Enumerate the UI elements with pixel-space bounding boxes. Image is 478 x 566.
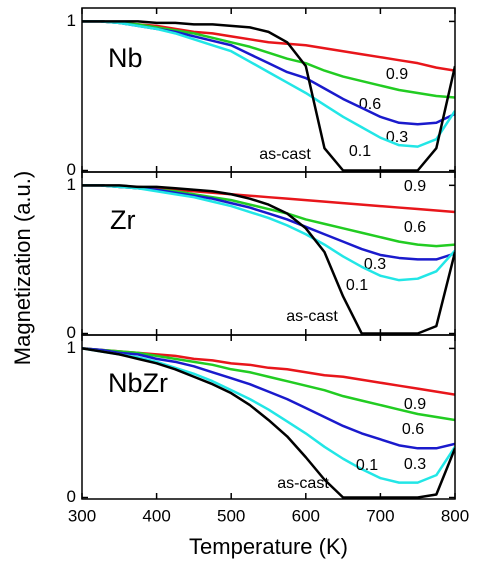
series-label: 0.1 xyxy=(346,277,368,294)
series-line xyxy=(82,184,455,335)
series-label: 0.9 xyxy=(404,178,426,195)
series-label: as-cast xyxy=(277,475,329,492)
panel-label: Zr xyxy=(110,205,135,235)
series-label: as-cast xyxy=(286,308,338,325)
panel-label: NbZr xyxy=(108,368,168,398)
x-tick-label: 300 xyxy=(68,506,96,525)
series-label: 0.1 xyxy=(356,457,378,474)
series-line xyxy=(82,20,455,172)
series-line xyxy=(82,347,455,450)
series-label: 0.3 xyxy=(404,456,426,473)
series-label: 0.9 xyxy=(386,66,408,83)
y-axis-label: Magnetization (a.u.) xyxy=(10,171,35,365)
series-label: as-cast xyxy=(259,146,311,163)
y-tick-label: 0 xyxy=(67,487,76,506)
series-line xyxy=(82,20,455,148)
series-label: 0.3 xyxy=(364,256,386,273)
y-tick-label: 0 xyxy=(67,160,76,179)
y-tick-label: 1 xyxy=(67,11,76,30)
y-tick-label: 1 xyxy=(67,175,76,194)
series-label: 0.6 xyxy=(402,421,424,438)
plot-frame xyxy=(81,334,456,500)
y-tick-label: 1 xyxy=(67,338,76,357)
x-axis-label: Temperature (K) xyxy=(189,534,348,559)
series-label: 0.6 xyxy=(404,219,426,236)
series-line xyxy=(82,184,455,282)
y-tick-label: 0 xyxy=(67,323,76,342)
x-tick-label: 700 xyxy=(366,506,394,525)
series-line xyxy=(82,347,455,484)
series-line xyxy=(82,347,455,499)
series-line xyxy=(82,347,455,422)
x-tick-label: 400 xyxy=(142,506,170,525)
x-tick-label: 800 xyxy=(441,506,469,525)
series-line xyxy=(82,20,455,99)
panel-label: Nb xyxy=(108,43,143,73)
series-line xyxy=(82,184,455,248)
series-label: 0.9 xyxy=(404,396,426,413)
x-tick-label: 600 xyxy=(292,506,320,525)
series-label: 0.1 xyxy=(349,143,371,160)
x-tick-label: 500 xyxy=(217,506,245,525)
